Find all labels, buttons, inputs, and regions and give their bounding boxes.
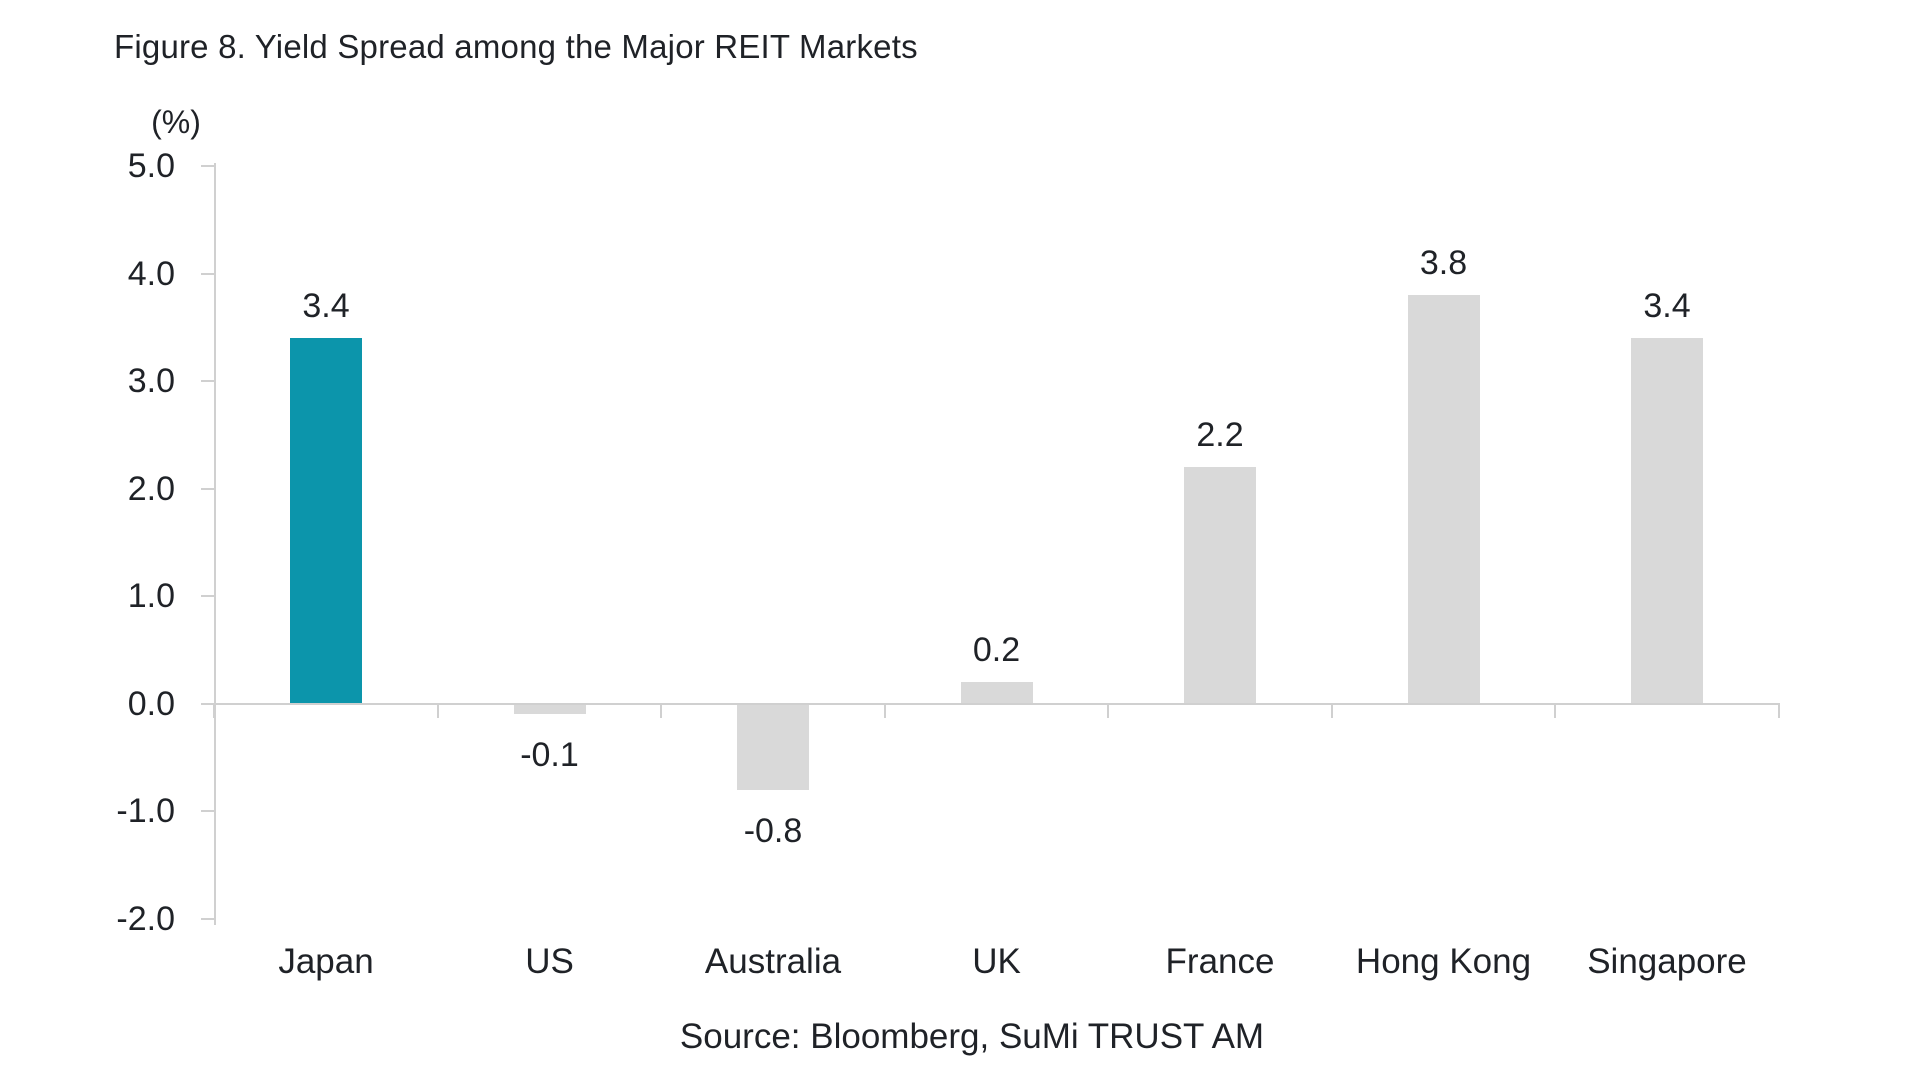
y-axis-tick (201, 810, 214, 812)
x-axis-zero-line (214, 702, 1780, 705)
y-axis-tick-label: 5.0 (127, 147, 175, 185)
y-axis-tick (201, 487, 214, 490)
category-label-uk: UK (972, 942, 1021, 981)
y-axis-tick-label: 2.0 (127, 469, 175, 508)
category-label-hong-kong: Hong Kong (1355, 942, 1532, 981)
bar-singapore (1631, 338, 1703, 704)
y-axis-tick-label: 3.0 (127, 362, 175, 400)
bar-france (1184, 467, 1256, 704)
y-axis-tick (201, 702, 214, 705)
x-axis-tick (213, 703, 216, 718)
x-axis-tick (1777, 703, 1780, 718)
x-axis-tick (1554, 703, 1557, 718)
bar-japan (290, 338, 362, 704)
value-label-france: 2.2 (1196, 416, 1244, 454)
y-axis-tick-label: 4.0 (127, 254, 175, 293)
x-axis-tick (883, 703, 886, 718)
category-label-singapore: Singapore (1587, 942, 1747, 981)
value-label-hong-kong: 3.8 (1419, 244, 1468, 282)
y-axis-tick (201, 917, 214, 920)
y-axis-tick-label: -1.0 (116, 792, 175, 830)
value-label-singapore: 3.4 (1643, 287, 1691, 325)
value-label-australia: -0.8 (743, 811, 803, 850)
y-axis-tick-label: -2.0 (116, 899, 175, 938)
category-label-us: US (525, 942, 574, 981)
value-label-japan: 3.4 (302, 287, 350, 325)
x-axis-tick (436, 703, 439, 718)
category-label-france: France (1165, 942, 1275, 981)
bar-hong-kong (1407, 295, 1480, 704)
bar-us (513, 703, 586, 715)
bar-uk (960, 682, 1033, 704)
y-axis-unit-label: (%) (151, 104, 201, 140)
y-axis-tick (201, 165, 214, 167)
category-label-japan: Japan (278, 942, 374, 981)
value-label-us: -0.1 (520, 736, 579, 775)
y-axis-tick (201, 380, 214, 382)
y-axis-line (214, 163, 216, 925)
figure-title: Figure 8. Yield Spread among the Major R… (114, 28, 918, 65)
source-note: Source: Bloomberg, SuMi TRUST AM (679, 1017, 1265, 1056)
y-axis-tick-label: 0.0 (127, 684, 175, 723)
y-axis-tick-label: 1.0 (127, 577, 175, 615)
y-axis-tick (201, 595, 214, 597)
x-axis-tick (1107, 703, 1110, 718)
y-axis-tick (201, 272, 214, 275)
bar-australia (737, 703, 809, 790)
x-axis-tick (1330, 703, 1333, 718)
category-label-australia: Australia (704, 942, 842, 981)
value-label-uk: 0.2 (972, 631, 1021, 669)
x-axis-tick (660, 703, 663, 718)
